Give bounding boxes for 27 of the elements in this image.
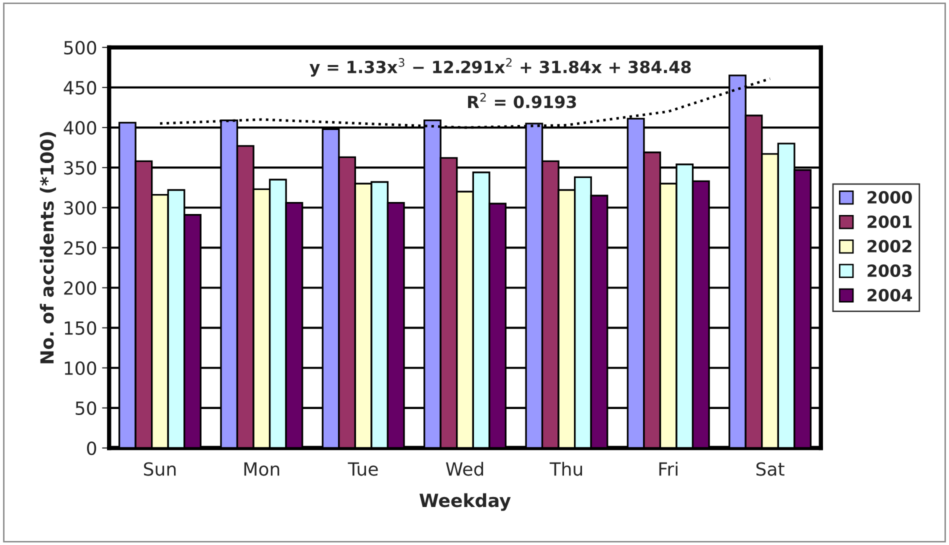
x-tick-label: Wed	[446, 462, 484, 476]
legend-label: 2004	[868, 288, 912, 302]
y-axis-title: No. of accidents (*100)	[40, 132, 56, 364]
y-tick-label: 0	[87, 441, 96, 456]
x-axis-title: Weekday	[420, 493, 511, 511]
legend-label: 2001	[868, 215, 912, 228]
x-tick-label: Thu	[550, 462, 582, 476]
legend-label: 2002	[868, 240, 912, 253]
y-tick-label: 300	[64, 201, 96, 215]
y-tick-label: 350	[64, 161, 96, 175]
x-tick-label: Mon	[244, 462, 280, 476]
y-tick-label: 450	[64, 80, 96, 95]
annotation: y = 1.33x$^{3}$ − 12.291x$^{2}$ + 31.84x + 384.48	[310, 58, 691, 77]
y-tick-label: 500	[64, 40, 96, 55]
y-tick-label: 200	[64, 281, 96, 295]
x-tick-label: Sun	[144, 462, 176, 476]
y-tick-label: 250	[64, 241, 96, 255]
x-tick-label: Tue	[348, 462, 378, 476]
legend-label: 2000	[868, 191, 912, 204]
x-tick-label: Sat	[756, 462, 784, 476]
x-tick-label: Fri	[659, 462, 678, 476]
y-tick-label: 400	[64, 120, 96, 135]
y-tick-label: 50	[76, 401, 96, 416]
annotation: R$^{2}$ = 0.9193	[468, 92, 576, 108]
legend-label: 2003	[868, 264, 912, 277]
y-tick-label: 100	[64, 361, 96, 375]
y-tick-label: 150	[64, 321, 96, 335]
